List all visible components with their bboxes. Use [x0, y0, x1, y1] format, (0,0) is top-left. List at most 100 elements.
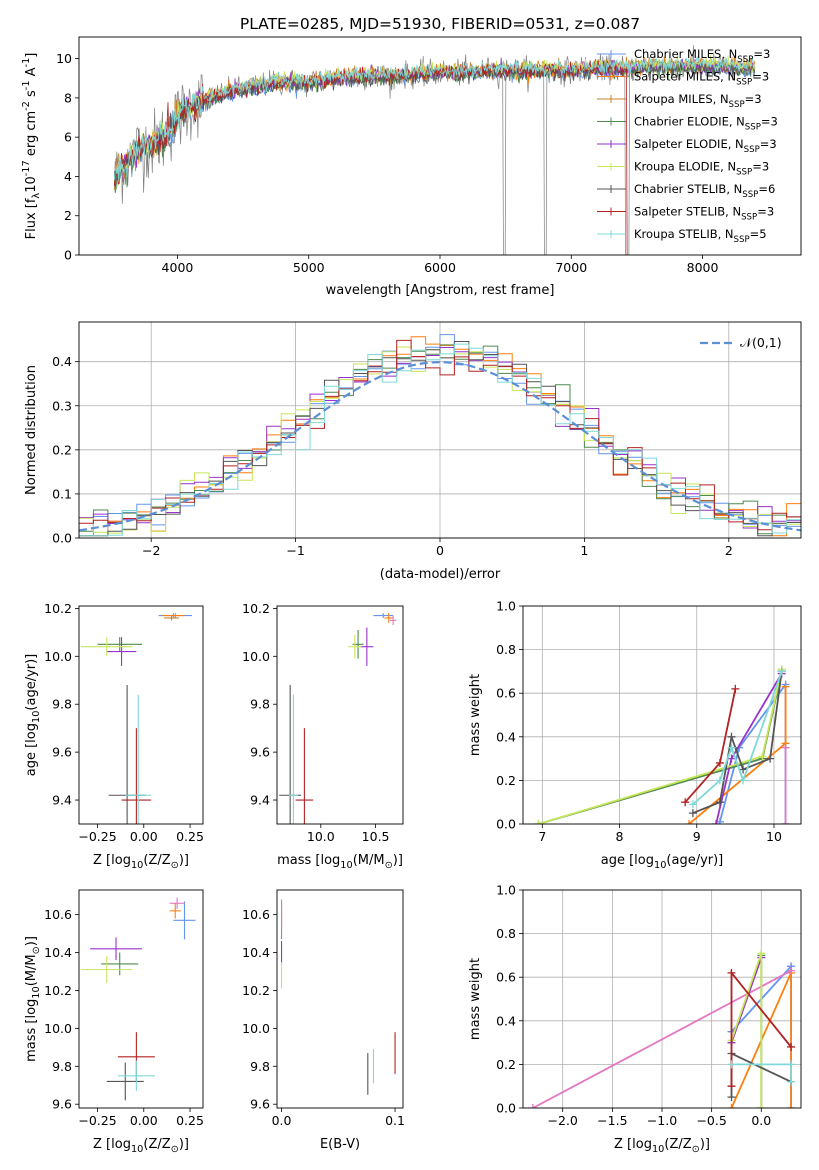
weight-vs-age-series-marker-19 [688, 809, 697, 818]
residuals-axes: −2 −1 0 1 2 0.0 0.1 0.2 0.3 0.4 (data-model)/error… [24, 321, 802, 582]
age-vs-mass-ytick-label-5: 10.2 [242, 601, 270, 616]
weight-vs-age-ytick-label-4: 0.6 [496, 686, 516, 701]
weight-vs-age-ylabel: mass weight [468, 674, 483, 756]
mass-vs-ebv-ytick-label-4: 10.2 [242, 983, 270, 998]
residuals-ytick-label-4: 0.3 [52, 398, 72, 413]
mass-vs-Z-plot-area [80, 897, 196, 1101]
residuals-xtick-label-4: 1 [580, 543, 588, 558]
age-vs-mass-ytick-label-4: 10.0 [242, 649, 270, 664]
weight-vs-Z-ylabel: mass weight [468, 958, 483, 1040]
weight-vs-age-series-marker-26 [715, 758, 724, 767]
weight-vs-age-ytick-label-3: 0.4 [496, 729, 516, 744]
spectrum-xtick-label-3: 6000 [424, 260, 456, 275]
weight-vs-Z-series-marker-16 [757, 1104, 766, 1108]
weight-vs-Z-axes: −2.0 −1.5 −1.0 −0.5 0.0 0.0 0.2 0.4 0.6 0.8 1.0 Z [… [468, 883, 802, 1155]
weight-vs-age-plot-area [534, 665, 790, 824]
spectrum-legend-label-chabrier-stelib: Chabrier STELIB, NSSP=6 [634, 182, 775, 200]
weight-vs-age-xlabel: age [log10(age/yr)] [601, 853, 724, 871]
weight-vs-age-series-marker-32 [777, 667, 786, 676]
weight-vs-age-ytick-label-1: 0.0 [496, 817, 516, 832]
weight-vs-Z-xtick-label-4: −0.5 [696, 1113, 726, 1128]
age-vs-Z-plot-area [80, 613, 192, 824]
mass-vs-ebv-xlabel: E(B-V) [320, 1137, 360, 1152]
weight-vs-Z-series-marker-23 [727, 1060, 736, 1069]
spectrum-ytick-label-6: 10 [56, 51, 72, 66]
mass-vs-Z-axes: −0.25 0.00 0.25 9.6 9.8 10.0 10.2 10.4 10.6 Z [lo… [24, 889, 204, 1155]
residuals-ytick-label-5: 0.4 [52, 354, 72, 369]
mass-vs-ebv-axes: 0.0 0.1 9.6 9.8 10.0 10.2 10.4 10.6 E(B-V) [242, 889, 405, 1152]
age-vs-mass-xtick-label-2: 10.5 [362, 829, 390, 844]
spectrum-ytick-label-3: 4 [64, 169, 72, 184]
weight-vs-age-ytick-label-5: 0.8 [496, 642, 516, 657]
mass-vs-ebv-ytick-label-6: 10.6 [242, 907, 270, 922]
weight-vs-age-series-marker-16 [534, 820, 543, 824]
age-vs-Z-xtick-label-2: 0.00 [130, 829, 158, 844]
weight-vs-age-series-marker-31 [739, 776, 748, 785]
spectrum-legend-label-chabrier-miles: Chabrier MILES, NSSP=3 [634, 47, 770, 65]
weight-vs-age-series-marker-23 [766, 754, 775, 763]
weight-vs-Z-series-marker-15 [757, 949, 766, 958]
weight-vs-Z-xtick-label-2: −1.5 [597, 1113, 627, 1128]
weight-vs-age-xtick-label-4: 10 [766, 829, 782, 844]
spectrum-xtick-label-2: 5000 [293, 260, 325, 275]
weight-vs-age-series-marker-7 [781, 682, 790, 691]
weight-vs-Z-xtick-label-5: 0.0 [751, 1113, 771, 1128]
age-vs-mass-ytick-label-2: 9.6 [250, 745, 270, 760]
weight-vs-Z-series-marker-25 [787, 1077, 796, 1086]
weight-vs-age-xtick-label-3: 9 [693, 829, 701, 844]
mass-vs-Z-ytick-label-5: 10.4 [44, 945, 72, 960]
spectrum-legend-label-kroupa-miles: Kroupa MILES, NSSP=3 [634, 92, 762, 110]
spectrum-legend-label-chabrier-elodie: Chabrier ELODIE, NSSP=3 [634, 115, 778, 133]
age-vs-mass-xtick-label-1: 10.0 [307, 829, 335, 844]
mass-vs-Z-ytick-label-6: 10.6 [44, 907, 72, 922]
weight-vs-Z-series-marker-17 [727, 1093, 736, 1102]
weight-vs-age-ytick-label-2: 0.2 [496, 773, 516, 788]
spectrum-ytick-label-2: 2 [64, 208, 72, 223]
weight-vs-Z-series-marker-20 [727, 1082, 736, 1091]
age-vs-Z-ytick-label-3: 9.8 [52, 697, 72, 712]
spectrum-legend-label-kroupa-elodie: Kroupa ELODIE, NSSP=3 [634, 160, 769, 178]
age-vs-Z-ylabel: age [log10(age/yr)] [24, 654, 42, 777]
spectrum-legend-label-kroupa-stelib: Kroupa STELIB, NSSP=5 [634, 227, 767, 245]
weight-vs-Z-series-marker-4 [727, 1104, 736, 1108]
weight-vs-Z-ytick-label-4: 0.6 [496, 970, 516, 985]
weight-vs-age-series-marker-22 [739, 765, 748, 774]
mass-vs-ebv-ytick-label-1: 9.6 [250, 1097, 270, 1112]
spectrum-legend-label-salpeter-stelib: Salpeter STELIB, NSSP=3 [634, 205, 774, 223]
weight-vs-Z-ytick-label-3: 0.4 [496, 1013, 516, 1028]
mass-vs-Z-ylabel: mass [log10(M/M⊙)] [24, 936, 42, 1062]
weight-vs-Z-series-marker-8 [787, 966, 796, 975]
weight-vs-Z-plot-area [528, 949, 796, 1108]
mass-vs-Z-ytick-label-2: 9.8 [52, 1059, 72, 1074]
spectrum-model-line-kroupa-stelib [114, 53, 756, 180]
spectrum-axes: 4000 5000 6000 7000 8000 0 2 4 6 8 10 wavelength [A… [21, 36, 802, 298]
residuals-legend-label: 𝒩(0,1) [740, 335, 782, 350]
spectrum-xtick-label-5: 8000 [687, 260, 719, 275]
age-vs-mass-xlabel: mass [log10(M/M⊙)] [277, 853, 403, 871]
weight-vs-age-series-marker-20 [715, 798, 724, 807]
weight-vs-Z-xlabel: Z [log10(Z/Z⊙)] [614, 1137, 710, 1155]
mass-vs-Z-ytick-label-3: 10.0 [44, 1021, 72, 1036]
weight-vs-Z-xtick-label-1: −2.0 [548, 1113, 578, 1128]
weight-vs-age-series-marker-8 [781, 820, 790, 824]
age-vs-Z-xtick-label-3: 0.25 [176, 829, 204, 844]
residuals-xtick-label-5: 2 [725, 543, 733, 558]
spectrum-legend-label-salpeter-elodie: Salpeter ELODIE, NSSP=3 [634, 137, 777, 155]
weight-vs-age-axes: 7 8 9 10 0.0 0.2 0.4 0.6 0.8 1.0 age [log10(age/yr… [468, 599, 802, 871]
residuals-ylabel: Normed distribution [24, 365, 39, 495]
mass-vs-Z-xtick-label-3: 0.25 [176, 1113, 204, 1128]
age-vs-Z-ytick-label-4: 10.0 [44, 649, 72, 664]
spectrum-model-line-salpeter-stelib [114, 59, 628, 255]
age-vs-Z-xlabel: Z [log10(Z/Z⊙)] [93, 853, 189, 871]
spectrum-plot-area [114, 45, 756, 255]
residuals-histogram-kroupa-stelib [79, 343, 801, 538]
weight-vs-Z-ytick-label-2: 0.2 [496, 1057, 516, 1072]
weight-vs-age-series-marker-9 [781, 743, 790, 752]
weight-vs-Z-series-marker-22 [787, 1042, 796, 1051]
age-vs-Z-frame [78, 605, 204, 825]
weight-vs-age-series-marker-14 [727, 754, 736, 763]
age-vs-mass-plot-area [279, 613, 397, 824]
weight-vs-age-series-marker-30 [727, 743, 736, 752]
weight-vs-Z-series-marker-6 [787, 1104, 796, 1108]
spectrum-legend: Chabrier MILES, NSSP=3 Salpeter MILES, NS… [597, 47, 778, 245]
